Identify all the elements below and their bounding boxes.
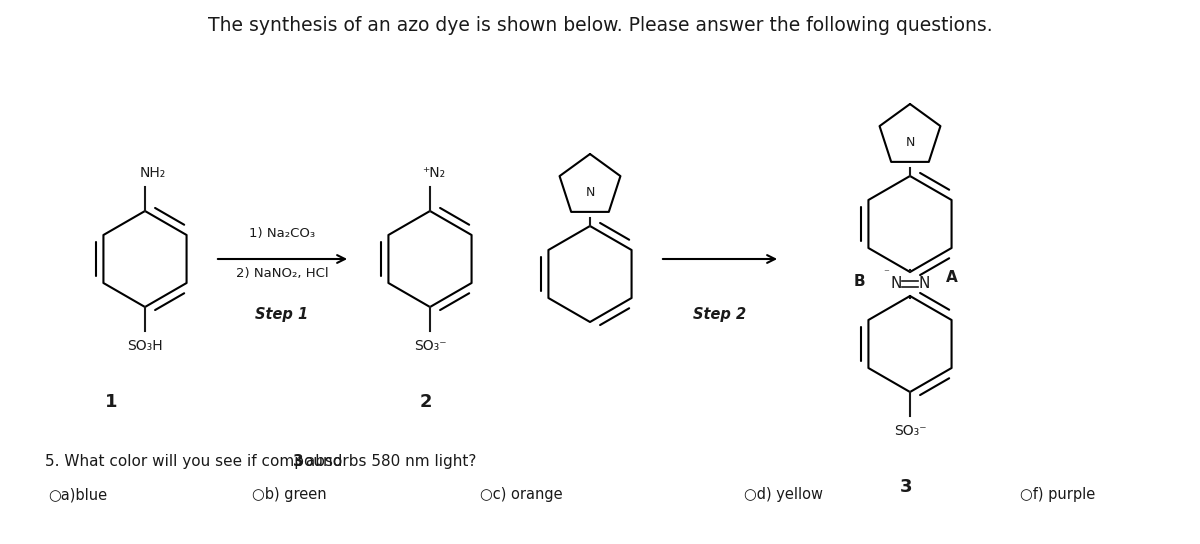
- Text: 2: 2: [420, 393, 432, 411]
- Text: 3: 3: [293, 454, 304, 469]
- Text: 1) Na₂CO₃: 1) Na₂CO₃: [248, 227, 316, 240]
- Text: SO₃⁻: SO₃⁻: [894, 424, 926, 438]
- Text: N: N: [890, 276, 901, 292]
- Text: ⁻: ⁻: [883, 268, 889, 278]
- Text: NH₂: NH₂: [140, 166, 167, 180]
- Text: ○a)blue: ○a)blue: [48, 487, 107, 502]
- Text: N: N: [905, 135, 914, 149]
- Text: Step 2: Step 2: [694, 307, 746, 322]
- Text: 3: 3: [900, 478, 912, 496]
- Text: 1: 1: [106, 393, 118, 411]
- Text: The synthesis of an azo dye is shown below. Please answer the following question: The synthesis of an azo dye is shown bel…: [208, 16, 992, 35]
- Text: N: N: [586, 186, 595, 199]
- Text: Step 1: Step 1: [256, 307, 308, 322]
- Text: 2) NaNO₂, HCl: 2) NaNO₂, HCl: [235, 267, 329, 280]
- Text: SO₃⁻: SO₃⁻: [414, 339, 446, 353]
- Text: B: B: [854, 274, 865, 289]
- Text: A: A: [946, 270, 958, 285]
- Text: ○b) green: ○b) green: [252, 487, 326, 502]
- Text: SO₃H: SO₃H: [127, 339, 163, 353]
- Text: ○c) orange: ○c) orange: [480, 487, 563, 502]
- Text: N: N: [918, 276, 930, 292]
- Text: ⁺N₂: ⁺N₂: [422, 166, 445, 180]
- Text: absorbs 580 nm light?: absorbs 580 nm light?: [301, 454, 476, 469]
- Text: 5. What color will you see if compound: 5. What color will you see if compound: [46, 454, 347, 469]
- Text: ○f) purple: ○f) purple: [1020, 487, 1096, 502]
- Text: ○d) yellow: ○d) yellow: [744, 487, 823, 502]
